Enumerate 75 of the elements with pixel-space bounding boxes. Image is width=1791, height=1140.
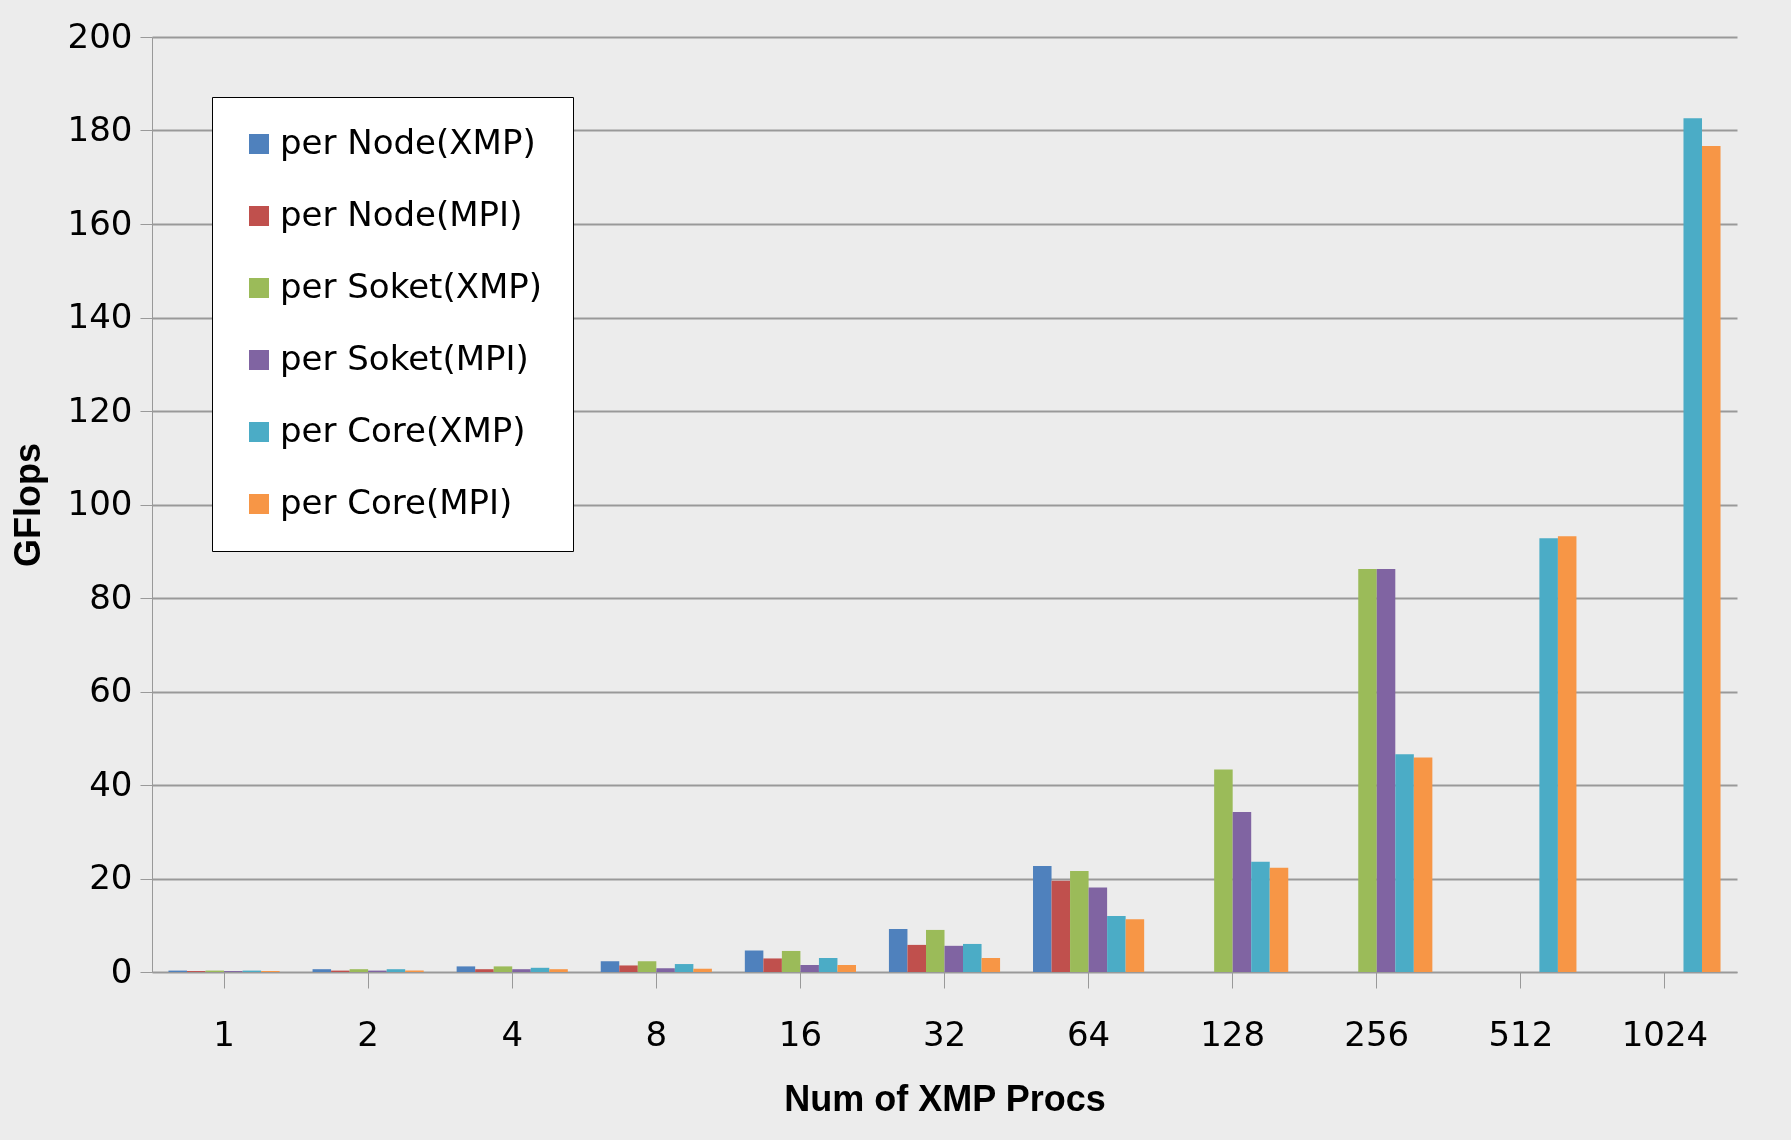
x-tick-label: 8 [645,1013,668,1054]
x-tick-label: 2 [357,1013,379,1054]
y-tick-label: 160 [67,202,133,243]
bar [674,964,694,972]
bar [963,943,982,972]
bar [1395,754,1414,972]
x-tick-label: 16 [778,1013,823,1054]
bar [1683,118,1703,972]
bar [1539,538,1558,972]
bar [1358,569,1377,972]
x-tick-label: 256 [1344,1013,1410,1054]
bar [800,964,819,972]
legend-label: per Soket(XMP) [280,266,543,306]
bar [637,961,657,972]
bar [763,958,782,972]
bar [456,966,476,972]
bar [493,966,513,972]
x-axis-title: Num of XMP Procs [784,1077,1106,1119]
bar [781,950,801,972]
x-tick-label: 32 [922,1013,967,1054]
bar [907,944,926,972]
legend-label: per Core(MPI) [280,482,513,522]
bar [1251,861,1270,972]
bar [1232,812,1252,972]
bar [1702,145,1721,972]
bar [1376,569,1396,972]
bar [312,969,332,972]
x-tick-label: 64 [1066,1013,1111,1054]
x-tick-label: 4 [501,1013,524,1054]
y-tick-label: 40 [89,763,133,804]
bar [1125,919,1145,972]
bar [693,968,712,972]
bar [656,968,675,972]
legend-label: per Core(XMP) [280,410,526,450]
x-tick-label: 128 [1200,1013,1266,1054]
bar [349,969,369,972]
bar [619,965,638,972]
bar [475,969,494,972]
y-tick-label: 200 [67,15,133,56]
bar [1557,536,1577,972]
y-tick-label: 60 [89,670,133,710]
bar [549,969,568,972]
y-axis-title: GFlops [6,443,48,567]
legend-label: per Soket(MPI) [280,338,529,378]
bar [981,957,1001,972]
bar [1269,867,1289,972]
bar [1070,871,1089,972]
bar [1051,880,1071,972]
legend-label: per Node(MPI) [280,194,523,234]
bar [744,950,764,972]
bar [818,957,838,972]
bar [837,964,856,972]
y-tick-label: 80 [89,576,133,617]
bar [512,969,531,972]
bar [530,967,550,972]
x-tick-label: 512 [1488,1013,1554,1054]
y-tick-label: 20 [89,857,133,897]
bar [1214,769,1233,972]
x-tick-label: 1024 [1621,1013,1709,1054]
bar [1088,887,1108,972]
bar [944,945,964,972]
bar [1413,757,1433,972]
y-tick-label: 0 [110,950,133,991]
bar [1033,865,1052,972]
legend-label: per Node(XMP) [280,122,536,162]
bar [888,928,908,972]
bar [386,969,406,972]
y-tick-label: 140 [67,296,133,336]
y-tick-label: 180 [67,109,133,149]
bar [1107,915,1126,972]
bar [600,961,620,972]
bar [925,929,945,972]
x-tick-label: 1 [213,1013,235,1054]
y-tick-label: 100 [67,483,133,523]
y-tick-label: 120 [67,389,133,430]
